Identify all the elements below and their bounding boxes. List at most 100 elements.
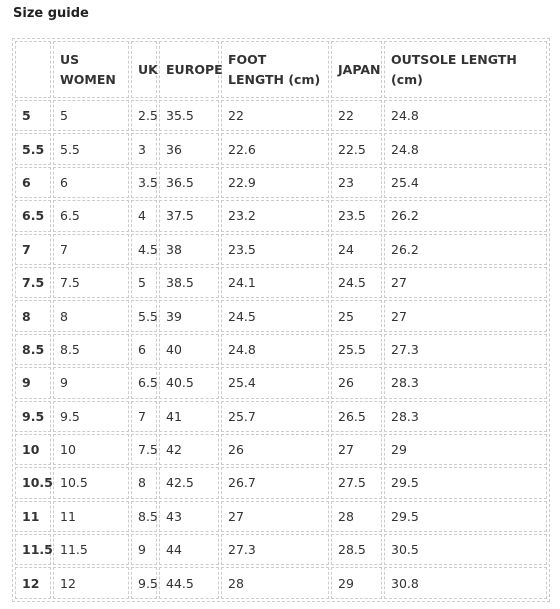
table-cell: 22 — [221, 100, 329, 132]
table-cell: 27.3 — [384, 333, 547, 366]
table-row: 7 7 4.5 38 23.5 24 26.2 — [15, 233, 547, 265]
table-cell: 29 — [384, 433, 547, 466]
table-cell: 5 — [131, 266, 157, 299]
table-cell: 28 — [221, 567, 329, 599]
table-cell: 27 — [384, 266, 547, 299]
table-cell: 26.5 — [331, 400, 382, 432]
table-row: 8 8 5.5 39 24.5 25 27 — [15, 300, 547, 332]
table-cell: 10.5 — [53, 467, 129, 499]
size-cell: 11.5 — [15, 534, 53, 566]
table-cell: 39 — [159, 300, 219, 332]
header-cell: US WOMEN — [53, 41, 129, 98]
table-cell: 2.5 — [131, 100, 158, 132]
table-cell: 35.5 — [159, 100, 219, 132]
table-cell: 40 — [159, 333, 219, 366]
table-cell: 23.5 — [331, 200, 382, 232]
table-cell: 29.5 — [384, 500, 547, 533]
table-row: 5 5 2.5 35.5 22 22 24.8 — [15, 100, 547, 132]
table-cell: 24.1 — [221, 266, 329, 299]
table-cell: 26.7 — [221, 467, 329, 499]
table-cell: 23.2 — [221, 200, 329, 232]
size-cell: 11 — [15, 500, 51, 533]
table-cell: 6.5 — [131, 367, 158, 399]
table-cell: 6 — [131, 333, 157, 366]
table-cell: 30.5 — [384, 534, 547, 566]
size-cell: 7.5 — [15, 266, 51, 299]
table-cell: 11 — [53, 500, 129, 533]
table-row: 6 6 3.5 36.5 22.9 23 25.4 — [15, 166, 547, 199]
table-cell: 27 — [331, 433, 382, 466]
table-cell: 7.5 — [131, 433, 158, 466]
table-row: 12 12 9.5 44.5 28 29 30.8 — [15, 567, 547, 599]
header-cell: EUROPE — [159, 41, 223, 98]
table-cell: 23 — [331, 166, 382, 199]
table-cell: 25.4 — [221, 367, 329, 399]
table-cell: 24 — [331, 233, 382, 265]
table-cell: 22.9 — [221, 166, 329, 199]
size-cell: 10 — [15, 433, 51, 466]
table-cell: 25.5 — [331, 333, 382, 366]
table-row: 9.5 9.5 7 41 25.7 26.5 28.3 — [15, 400, 547, 432]
page-title: Size guide — [13, 6, 89, 21]
table-cell: 43 — [159, 500, 219, 533]
table-cell: 26 — [221, 433, 329, 466]
table-cell: 24.5 — [221, 300, 329, 332]
table-cell: 8 — [53, 300, 129, 332]
table-cell: 26.2 — [384, 233, 547, 265]
table-cell: 27.5 — [331, 467, 382, 499]
table-cell: 4 — [131, 200, 157, 232]
size-cell: 6.5 — [15, 200, 51, 232]
table-cell: 5.5 — [53, 133, 129, 165]
size-cell: 6 — [15, 166, 51, 199]
table-cell: 3.5 — [131, 166, 158, 199]
size-cell: 8 — [15, 300, 51, 332]
table-row: 8.5 8.5 6 40 24.8 25.5 27.3 — [15, 333, 547, 366]
table-cell: 25 — [331, 300, 382, 332]
table-cell: 27.3 — [221, 534, 329, 566]
table-cell: 9 — [53, 367, 129, 399]
header-cell: FOOT LENGTH (cm) — [221, 41, 329, 98]
size-cell: 9 — [15, 367, 51, 399]
table-cell: 25.7 — [221, 400, 329, 432]
table-cell: 7 — [131, 400, 157, 432]
table-cell: 8.5 — [53, 333, 129, 366]
size-table: US WOMEN UK EUROPE FOOT LENGTH (cm) JAPAN OUT… — [12, 38, 550, 602]
table-cell: 24.8 — [384, 133, 547, 165]
size-cell: 5 — [15, 100, 51, 132]
size-cell: 8.5 — [15, 333, 51, 366]
table-cell: 10 — [53, 433, 129, 466]
header-cell: OUTSOLE LENGTH (cm) — [384, 41, 547, 98]
table-cell: 26.2 — [384, 200, 547, 232]
table-cell: 5.5 — [131, 300, 158, 332]
table-cell: 7 — [53, 233, 129, 265]
table-cell: 22.6 — [221, 133, 329, 165]
table-cell: 42 — [159, 433, 219, 466]
table-cell: 11.5 — [53, 534, 129, 566]
table-cell: 9 — [131, 534, 157, 566]
size-cell: 12 — [15, 567, 51, 599]
table-row: 11.5 11.5 9 44 27.3 28.5 30.5 — [15, 534, 547, 566]
table-cell: 41 — [159, 400, 219, 432]
table-row: 6.5 6.5 4 37.5 23.2 23.5 26.2 — [15, 200, 547, 232]
table-cell: 25.4 — [384, 166, 547, 199]
table-cell: 9.5 — [131, 567, 158, 599]
size-cell: 5.5 — [15, 133, 51, 165]
table-cell: 28.5 — [331, 534, 382, 566]
table-row: 7.5 7.5 5 38.5 24.1 24.5 27 — [15, 266, 547, 299]
table-row: 10.5 10.5 8 42.5 26.7 27.5 29.5 — [15, 467, 547, 499]
table-cell: 4.5 — [131, 233, 158, 265]
table-row: 5.5 5.5 3 36 22.6 22.5 24.8 — [15, 133, 547, 165]
table-cell: 9.5 — [53, 400, 129, 432]
table-cell: 3 — [131, 133, 157, 165]
header-row: US WOMEN UK EUROPE FOOT LENGTH (cm) JAPAN OUT… — [15, 41, 547, 98]
table-cell: 27 — [221, 500, 329, 533]
table-cell: 38.5 — [159, 266, 219, 299]
size-cell: 9.5 — [15, 400, 51, 432]
table-cell: 5 — [53, 100, 129, 132]
table-cell: 28.3 — [384, 400, 547, 432]
table-cell: 42.5 — [159, 467, 219, 499]
table-cell: 6.5 — [53, 200, 129, 232]
table-row: 9 9 6.5 40.5 25.4 26 28.3 — [15, 367, 547, 399]
table-cell: 26 — [331, 367, 382, 399]
